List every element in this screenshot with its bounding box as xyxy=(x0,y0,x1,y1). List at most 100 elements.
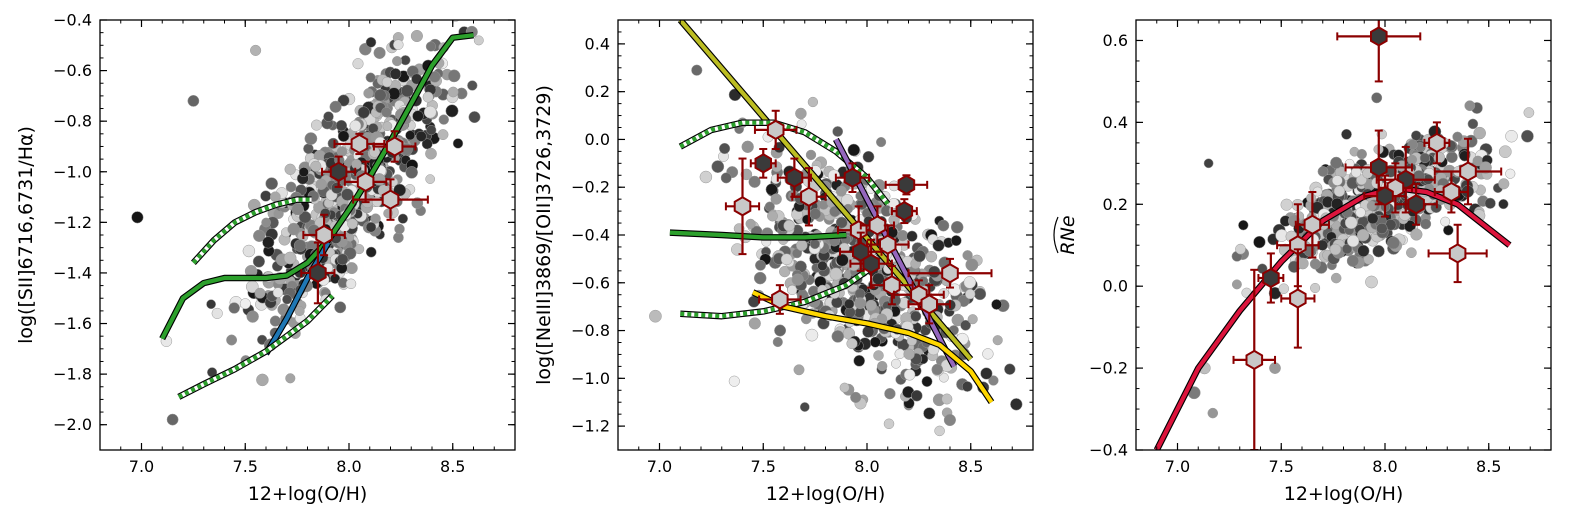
plot-area xyxy=(649,20,1033,437)
scatter-point xyxy=(426,125,437,136)
y-tick-label: −0.2 xyxy=(571,178,610,197)
scatter-point xyxy=(347,218,358,230)
y-tick-label: −1.8 xyxy=(53,365,92,384)
scatter-point xyxy=(869,336,881,348)
scatter-point xyxy=(877,360,888,372)
scatter-point xyxy=(285,181,297,193)
scatter-point xyxy=(1309,258,1321,270)
binned-point xyxy=(771,289,789,310)
scatter-point xyxy=(809,238,820,250)
scatter-point xyxy=(320,208,331,219)
scatter-point xyxy=(447,86,459,98)
binned-point xyxy=(1448,243,1467,264)
scatter-point xyxy=(291,203,304,216)
scatter-point xyxy=(374,88,387,102)
scatter-point xyxy=(1004,363,1016,375)
scatter-point xyxy=(1521,129,1534,143)
scatter-point xyxy=(748,175,761,188)
scatter-point xyxy=(1346,234,1360,248)
binned-point xyxy=(1370,26,1388,47)
binned-point xyxy=(1370,157,1388,178)
scatter-point xyxy=(1344,216,1358,230)
scatter-point xyxy=(691,64,703,76)
scatter-point xyxy=(854,297,866,310)
scatter-point xyxy=(711,160,725,173)
scatter-point xyxy=(1498,178,1510,190)
y-tick-label: 0.2 xyxy=(585,82,610,101)
scatter-point xyxy=(1505,168,1516,179)
scatter-point xyxy=(239,298,251,310)
x-axis-label: 12+log(O/H) xyxy=(766,483,886,505)
scatter-point xyxy=(795,107,807,120)
scatter-point xyxy=(1010,398,1023,411)
scatter-point xyxy=(1330,272,1342,284)
binned-point xyxy=(766,119,785,141)
y-tick-label: −0.4 xyxy=(571,226,610,245)
scatter-point xyxy=(304,132,318,145)
scatter-point xyxy=(336,146,348,157)
y-tick-label: −0.2 xyxy=(1089,359,1128,378)
scatter-point xyxy=(891,358,901,369)
scatter-point xyxy=(389,68,402,80)
scatter-point xyxy=(774,324,787,337)
scatter-point xyxy=(799,402,810,412)
x-tick-label: 7.0 xyxy=(647,457,672,476)
scatter-point xyxy=(405,166,418,179)
scatter-point xyxy=(988,375,999,386)
scatter-point xyxy=(425,41,436,52)
scatter-point xyxy=(1365,275,1378,289)
scatter-point xyxy=(1523,107,1535,118)
scatter-point xyxy=(284,163,296,175)
scatter-point xyxy=(336,253,349,266)
scatter-point xyxy=(831,330,845,343)
scatter-point xyxy=(992,335,1003,346)
y-tick-label: 0.6 xyxy=(1103,31,1128,50)
scatter-point xyxy=(1452,131,1463,142)
y-axis-label: RNe xyxy=(1057,215,1079,254)
scatter-point xyxy=(310,160,322,172)
scatter-point xyxy=(807,96,819,108)
binned-point xyxy=(381,189,400,210)
scatter-point xyxy=(382,121,393,132)
scatter-point xyxy=(405,130,416,141)
scatter-point xyxy=(131,211,144,224)
scatter-point xyxy=(921,376,933,387)
scatter-point xyxy=(846,338,858,350)
scatter-point xyxy=(1367,212,1379,225)
scatter-point xyxy=(381,107,392,118)
scatter-point xyxy=(1407,139,1418,150)
scatter-point xyxy=(293,239,307,252)
scatter-point xyxy=(323,111,334,122)
y-axis-label: log([SII]6716,6731/Hα) xyxy=(15,126,37,344)
scatter-point xyxy=(872,272,885,285)
x-tick-label: 8.0 xyxy=(854,457,879,476)
scatter-point xyxy=(1411,130,1422,141)
scatter-point xyxy=(740,168,753,181)
scatter-point xyxy=(365,221,377,233)
scatter-point xyxy=(1366,200,1377,211)
scatter-point xyxy=(850,391,862,403)
scatter-point xyxy=(649,309,662,323)
scatter-point xyxy=(256,373,269,387)
scatter-point xyxy=(1341,243,1353,255)
panel-sii: 7.0 7.5 8.0 8.5 −2.0 −1.8 −1.6 −1.4 −1.2 −1.0 −0.8… xyxy=(15,11,516,505)
x-tick-label: 8.5 xyxy=(958,457,983,476)
scatter-point xyxy=(373,173,386,186)
scatter-point xyxy=(1407,154,1418,165)
scatter-point xyxy=(1235,243,1246,255)
scatter-point xyxy=(345,278,357,290)
scatter-point xyxy=(371,196,383,207)
scatter-point xyxy=(805,328,819,342)
scatter-point xyxy=(1473,126,1486,140)
scatter-point xyxy=(438,114,449,125)
binned-point xyxy=(920,294,938,315)
scatter-point xyxy=(1440,216,1451,227)
panel-neiii: 7.0 7.5 8.0 8.5 −1.2 −1.0 −0.8 −0.6 −0.4 −0.2 0.0 0… xyxy=(533,19,1034,505)
scatter-point xyxy=(287,222,300,236)
scatter-point xyxy=(226,334,238,346)
scatter-point xyxy=(1280,198,1293,211)
scatter-point xyxy=(767,210,778,222)
x-tick-label: 7.5 xyxy=(751,457,776,476)
scatter-point xyxy=(835,253,849,267)
scatter-point xyxy=(772,336,783,348)
